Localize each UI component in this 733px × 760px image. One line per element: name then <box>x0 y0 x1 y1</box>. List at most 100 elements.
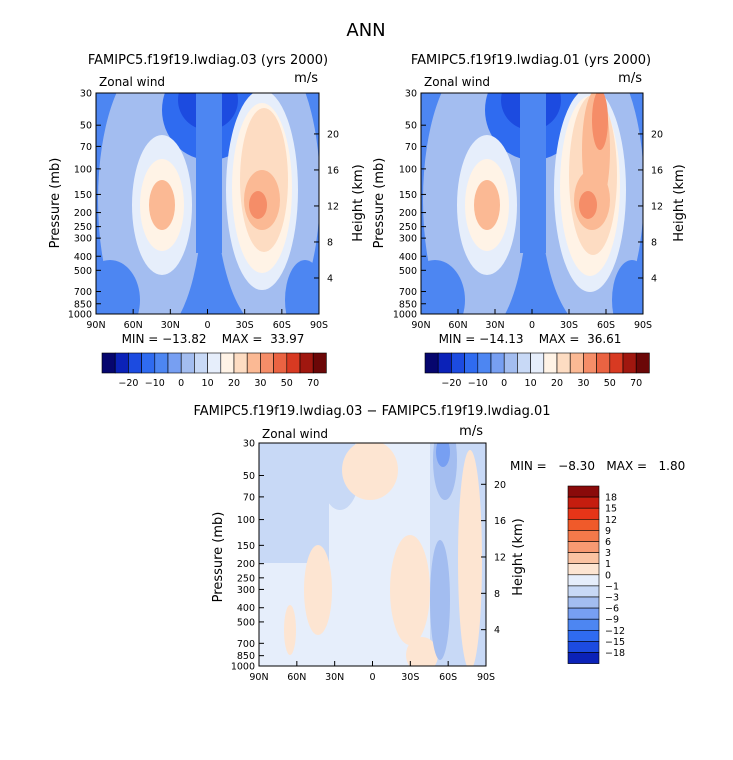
colorbar-panel-1: −20 −10 0 10 20 30 50 70 <box>101 352 327 389</box>
panel-1-axes: 3050701001502002503004005007008501000481… <box>68 89 339 332</box>
panel-3-y2-title: Height (km) <box>511 518 526 595</box>
panel-2-units: m/s <box>618 71 642 86</box>
colorbar-swatch <box>246 352 261 374</box>
panel-1-stats: MIN = −13.82 MAX = 33.97 <box>122 332 305 346</box>
y2-tick-label: 8 <box>651 237 657 248</box>
panel-2-stats: MIN = −14.13 MAX = 36.61 <box>439 332 622 346</box>
panel-3: FAMIPC5.f19f19.lwdiag.03 − FAMIPC5.f19f1… <box>194 404 686 683</box>
x-tick-label: 30N <box>325 672 344 683</box>
panel-3-contour-field <box>259 443 486 666</box>
y-tick-label: 70 <box>80 142 92 153</box>
colorbar-swatch <box>622 352 637 374</box>
colorbar-label: −15 <box>605 637 625 648</box>
colorbar-swatch <box>477 352 492 374</box>
colorbar-swatch <box>451 352 465 374</box>
colorbar-label: 50 <box>604 378 616 389</box>
colorbar-label: 70 <box>630 378 642 389</box>
colorbar-swatch <box>517 352 531 374</box>
colorbar-label: 50 <box>281 378 293 389</box>
y2-tick-label: 8 <box>327 237 333 248</box>
y-tick-label: 850 <box>399 299 417 310</box>
colorbar-swatch <box>286 352 301 374</box>
y-tick-label: 200 <box>399 208 417 219</box>
colorbar-label: 20 <box>228 378 240 389</box>
y-tick-label: 150 <box>74 190 92 201</box>
colorbar-swatch <box>635 352 650 374</box>
panel-2-axes: 3050701001502002503004005007008501000481… <box>393 89 663 332</box>
colorbar-swatch <box>567 563 600 576</box>
colorbar-swatch <box>583 352 597 374</box>
colorbar-label: −1 <box>605 581 619 592</box>
colorbar-label: −9 <box>605 615 619 626</box>
panel-2-variable: Zonal wind <box>424 75 490 89</box>
panel-3-axes: 3050701001502002503004005007008501000481… <box>231 439 506 684</box>
panel-1-y2-title: Height (km) <box>351 164 366 241</box>
colorbar-label: −10 <box>468 378 488 389</box>
x-tick-label: 30S <box>560 320 578 331</box>
colorbar-swatch <box>101 352 116 374</box>
x-tick-label: 90N <box>411 320 430 331</box>
panel-3-units: m/s <box>459 424 483 439</box>
colorbar-swatch <box>167 352 182 374</box>
y-tick-label: 30 <box>243 439 255 450</box>
y2-tick-label: 16 <box>651 165 663 176</box>
y-tick-label: 100 <box>74 164 92 175</box>
colorbar-swatch <box>567 652 600 664</box>
colorbar-swatch <box>464 352 479 374</box>
colorbar-label: 10 <box>525 378 537 389</box>
colorbar-label: 70 <box>307 378 319 389</box>
colorbar-swatch <box>299 352 314 374</box>
colorbar-swatch <box>609 352 624 374</box>
colorbar-swatch <box>207 352 222 374</box>
y2-tick-label: 12 <box>651 201 663 212</box>
y-tick-label: 50 <box>80 121 92 132</box>
y-tick-label: 150 <box>399 190 417 201</box>
colorbar-label: −3 <box>605 593 619 604</box>
y-tick-label: 250 <box>237 573 255 584</box>
colorbar-swatch <box>141 352 156 374</box>
colorbar-swatch <box>503 352 518 374</box>
colorbar-swatch <box>194 352 208 374</box>
colorbar-swatch <box>596 352 611 374</box>
y2-tick-label: 20 <box>494 480 506 491</box>
colorbar-swatch <box>543 352 558 374</box>
y-tick-label: 400 <box>399 252 417 263</box>
panel-1-contour-field <box>96 93 319 314</box>
y-tick-label: 300 <box>237 585 255 596</box>
colorbar-swatch <box>567 629 600 642</box>
colorbar-swatch <box>569 352 584 374</box>
y-tick-label: 700 <box>399 287 417 298</box>
panel-2-y-title: Pressure (mb) <box>372 158 387 249</box>
colorbar-label: 20 <box>551 378 563 389</box>
y-tick-label: 300 <box>74 234 92 245</box>
panel-2-title: FAMIPC5.f19f19.lwdiag.01 (yrs 2000) <box>411 53 651 68</box>
page-title: ANN <box>346 20 385 41</box>
x-tick-label: 60N <box>287 672 306 683</box>
y2-tick-label: 8 <box>494 589 500 600</box>
y-tick-label: 150 <box>237 541 255 552</box>
colorbar-swatch <box>490 352 505 374</box>
colorbar-swatch <box>273 352 288 374</box>
colorbar-swatch <box>567 496 600 509</box>
colorbar-label: 6 <box>605 537 611 548</box>
y-tick-label: 1000 <box>68 310 92 321</box>
y-tick-label: 50 <box>243 471 255 482</box>
panel-3-stats: MIN = −8.30 MAX = 1.80 <box>510 459 685 473</box>
colorbar-label: −12 <box>605 626 625 637</box>
y-tick-label: 50 <box>405 121 417 132</box>
colorbar-label: 3 <box>605 548 611 559</box>
colorbar-swatch <box>567 530 600 542</box>
x-tick-label: 60N <box>124 320 143 331</box>
y-tick-label: 700 <box>237 639 255 650</box>
colorbar-swatch <box>567 596 600 609</box>
panel-3-title: FAMIPC5.f19f19.lwdiag.03 − FAMIPC5.f19f1… <box>194 404 551 419</box>
x-tick-label: 60N <box>448 320 467 331</box>
y-tick-label: 300 <box>399 234 417 245</box>
colorbar-label: −6 <box>605 604 619 615</box>
panel-2: FAMIPC5.f19f19.lwdiag.01 (yrs 2000) Zona… <box>372 53 687 346</box>
panel-3-variable: Zonal wind <box>262 427 328 441</box>
y2-tick-label: 12 <box>327 201 339 212</box>
panel-1-units: m/s <box>294 71 318 86</box>
y2-tick-label: 16 <box>494 516 506 527</box>
